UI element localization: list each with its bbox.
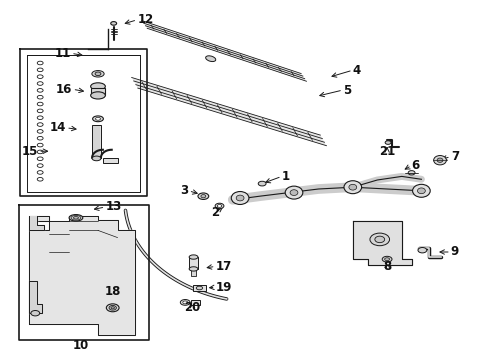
Ellipse shape: [218, 204, 222, 207]
Ellipse shape: [198, 193, 209, 199]
Polygon shape: [29, 216, 44, 230]
Text: 9: 9: [451, 246, 459, 258]
Circle shape: [417, 188, 425, 194]
Circle shape: [290, 190, 298, 195]
Ellipse shape: [258, 181, 266, 186]
Text: 4: 4: [353, 64, 361, 77]
Polygon shape: [29, 281, 42, 313]
Bar: [91, 88, 105, 95]
Ellipse shape: [109, 305, 117, 310]
Ellipse shape: [418, 248, 427, 253]
Polygon shape: [142, 21, 306, 81]
Text: 7: 7: [451, 150, 459, 163]
Circle shape: [413, 184, 430, 197]
Circle shape: [434, 156, 446, 165]
Ellipse shape: [106, 304, 119, 312]
Ellipse shape: [189, 267, 198, 271]
Bar: [103, 158, 118, 163]
Bar: [92, 125, 101, 158]
Ellipse shape: [201, 194, 206, 198]
Text: 11: 11: [55, 47, 71, 60]
Polygon shape: [29, 216, 135, 335]
Ellipse shape: [111, 22, 117, 25]
Text: 19: 19: [216, 281, 232, 294]
Text: 18: 18: [104, 285, 121, 298]
Text: 3: 3: [180, 184, 189, 197]
Ellipse shape: [206, 56, 216, 62]
Text: 15: 15: [22, 145, 38, 158]
Circle shape: [344, 181, 362, 194]
Text: 6: 6: [412, 159, 420, 172]
Ellipse shape: [96, 117, 100, 120]
Ellipse shape: [74, 216, 78, 219]
Ellipse shape: [382, 256, 392, 262]
Ellipse shape: [180, 300, 190, 305]
Bar: [93, 126, 100, 157]
Text: 20: 20: [184, 301, 201, 314]
Polygon shape: [353, 221, 412, 265]
Text: 12: 12: [137, 13, 153, 26]
Text: 16: 16: [56, 83, 73, 96]
Ellipse shape: [91, 83, 105, 90]
Text: 21: 21: [379, 145, 395, 158]
Text: 1: 1: [282, 170, 290, 183]
Ellipse shape: [92, 156, 101, 161]
Circle shape: [349, 184, 357, 190]
Ellipse shape: [95, 72, 101, 76]
Bar: [191, 269, 196, 276]
Text: 17: 17: [216, 260, 232, 273]
Ellipse shape: [92, 71, 104, 77]
Ellipse shape: [196, 286, 203, 290]
Bar: [189, 257, 198, 269]
Text: 13: 13: [105, 201, 122, 213]
Ellipse shape: [69, 215, 83, 221]
Circle shape: [285, 186, 303, 199]
Ellipse shape: [385, 141, 391, 144]
Ellipse shape: [93, 116, 103, 122]
Ellipse shape: [183, 301, 188, 304]
Ellipse shape: [111, 307, 115, 309]
Circle shape: [236, 195, 244, 201]
Ellipse shape: [71, 215, 81, 220]
Ellipse shape: [375, 236, 385, 243]
Text: 10: 10: [73, 339, 89, 352]
Ellipse shape: [31, 310, 40, 316]
Text: 8: 8: [383, 260, 391, 273]
Ellipse shape: [189, 255, 198, 259]
Circle shape: [231, 192, 249, 204]
Circle shape: [437, 158, 443, 162]
Text: 2: 2: [212, 206, 220, 219]
Ellipse shape: [408, 171, 415, 175]
Bar: [193, 285, 206, 291]
Ellipse shape: [91, 92, 105, 99]
Bar: [191, 300, 200, 305]
Text: 5: 5: [343, 84, 351, 96]
Ellipse shape: [385, 258, 390, 261]
Text: 14: 14: [50, 121, 66, 134]
Ellipse shape: [215, 203, 224, 208]
Ellipse shape: [370, 233, 390, 246]
Polygon shape: [132, 77, 326, 146]
